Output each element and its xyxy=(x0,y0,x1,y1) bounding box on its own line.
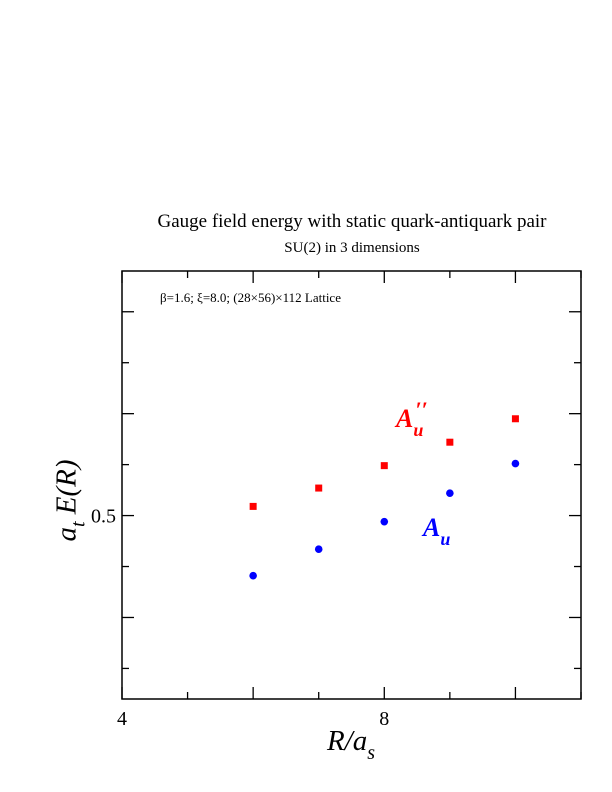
data-point-au-double-prime xyxy=(380,462,388,470)
data-point-au-double-prime xyxy=(446,438,454,446)
data-point-au-double-prime xyxy=(249,502,257,510)
series-label-au: Au xyxy=(423,513,451,549)
x-axis-label: R/as xyxy=(326,725,375,764)
chart-title: Gauge field energy with static quark-ant… xyxy=(157,211,547,232)
plot-frame xyxy=(121,270,582,700)
y-tick-label: 0.5 xyxy=(91,506,116,528)
chart-subtitle: SU(2) in 3 dimensions xyxy=(284,240,420,256)
tick-labels: 4 80.5 xyxy=(91,506,389,730)
data-point-au xyxy=(511,459,520,468)
data-point-au xyxy=(446,489,454,497)
series-label-au-double-prime: Au′′ xyxy=(396,397,428,440)
y-axis-label: at E(R) xyxy=(50,459,90,542)
data-point-au-double-prime xyxy=(315,484,323,492)
data-point-au xyxy=(249,571,257,580)
x-tick-label: 8 xyxy=(379,708,389,730)
data-point-au xyxy=(380,517,389,526)
data-point-au-double-prime xyxy=(511,415,519,423)
lattice-annotation: β=1.6; ξ=8.0; (28×56)×112 Lattice xyxy=(160,290,341,305)
axis-ticks xyxy=(121,271,582,699)
data-point-au xyxy=(314,545,323,553)
x-tick-label: 4 xyxy=(117,708,127,730)
data-points xyxy=(249,415,520,580)
